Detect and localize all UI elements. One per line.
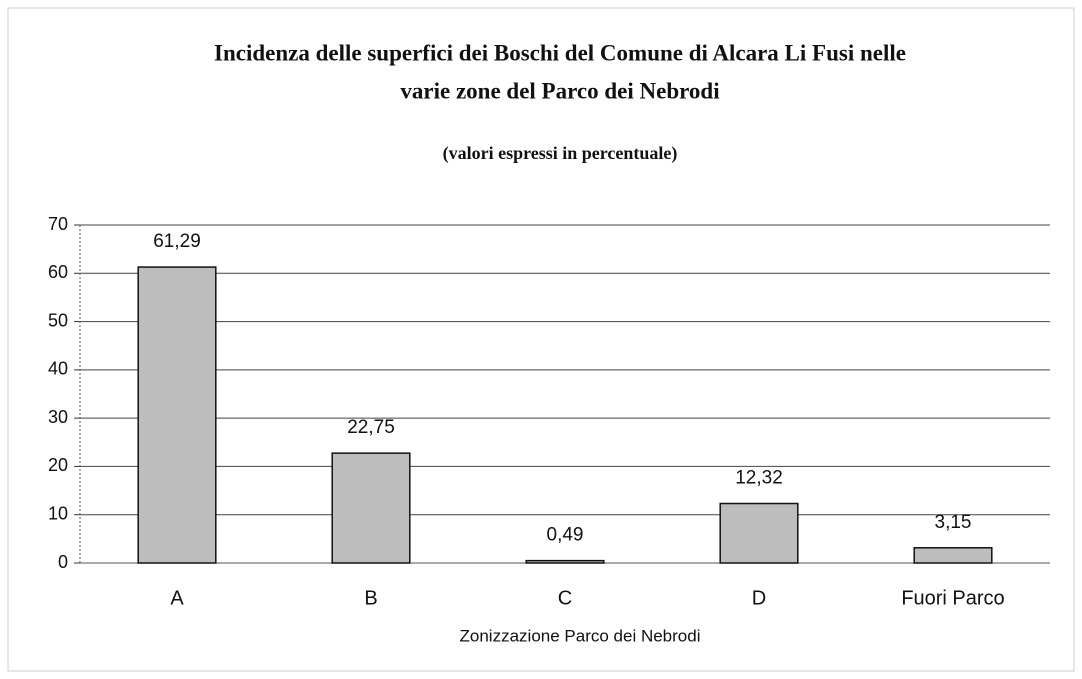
- y-tick-label: 20: [48, 455, 68, 475]
- x-tick-label: D: [752, 587, 766, 609]
- y-tick-label: 50: [48, 310, 68, 330]
- frame: [7, 7, 1075, 672]
- bar: [331, 452, 411, 564]
- bar: [137, 266, 217, 564]
- data-label: 61,29: [153, 231, 201, 252]
- bar: [719, 502, 799, 564]
- chart-title: varie zone del Parco dei Nebrodi: [400, 78, 720, 103]
- y-tick-label: 60: [48, 262, 68, 282]
- x-tick-label: B: [364, 587, 377, 609]
- data-label: 12,32: [735, 468, 783, 489]
- y-tick-label: 40: [48, 359, 68, 379]
- chart-title: Incidenza delle superfici dei Boschi del…: [214, 40, 906, 65]
- data-label: 22,75: [347, 417, 395, 438]
- x-axis-label: Zonizzazione Parco dei Nebrodi: [460, 626, 701, 645]
- x-tick-label: Fuori Parco: [901, 587, 1004, 609]
- chart-subtitle: (valori espressi in percentuale): [443, 143, 678, 164]
- y-tick-label: 30: [48, 407, 68, 427]
- bar: [913, 547, 993, 564]
- bar: [525, 559, 605, 564]
- x-tick-label: A: [170, 587, 184, 609]
- x-tick-label: C: [558, 587, 572, 609]
- y-tick-label: 70: [48, 214, 68, 234]
- y-tick-label: 10: [48, 503, 68, 523]
- y-tick-label: 0: [58, 552, 68, 572]
- data-label: 3,15: [935, 512, 972, 533]
- data-label: 0,49: [547, 525, 584, 546]
